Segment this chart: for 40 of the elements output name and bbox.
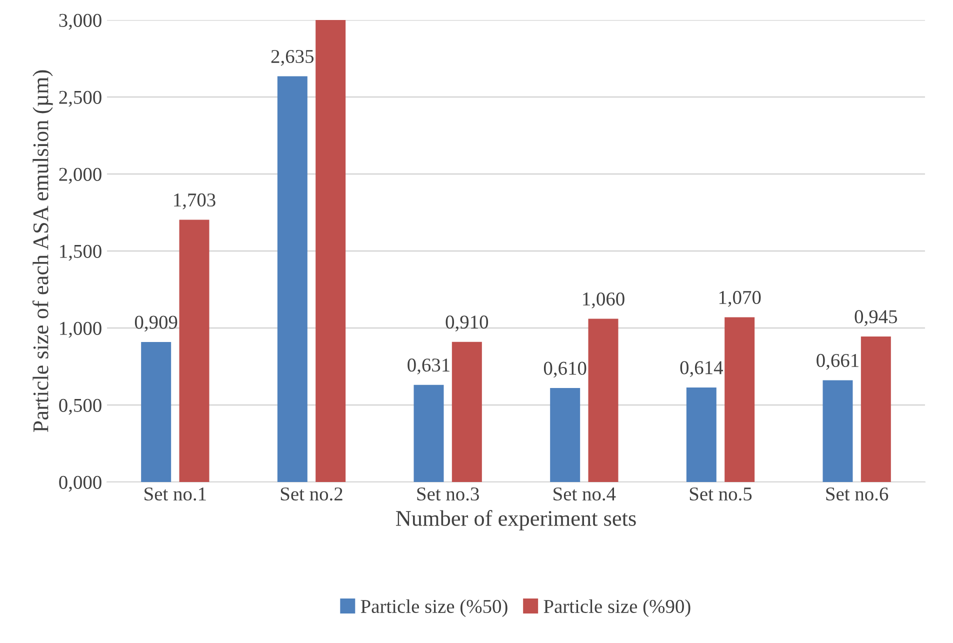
data-label: 0,614	[680, 361, 723, 378]
data-label: 1,070	[719, 290, 761, 307]
data-label: 0,631	[408, 358, 450, 374]
bar	[179, 220, 210, 482]
bar	[686, 387, 716, 482]
bar	[316, 20, 346, 482]
data-label: 1,703	[174, 193, 216, 210]
legend-label: Particle size (%90)	[544, 599, 690, 617]
data-label: 2,635	[271, 50, 314, 66]
y-tick-label: 1,500	[60, 244, 102, 261]
bar	[822, 380, 853, 482]
data-label: 0,610	[544, 362, 586, 378]
y-tick-label: 2,500	[59, 90, 102, 107]
bar	[550, 388, 580, 482]
y-tick-label: 0,500	[59, 398, 102, 415]
x-tick-label: Set no.1	[144, 487, 206, 501]
data-label: 0,910	[446, 316, 488, 332]
bar	[588, 318, 618, 482]
data-label: 0,945	[854, 310, 898, 326]
y-tick-label: 0,000	[59, 476, 102, 492]
x-axis-title: Number of experiment sets	[396, 510, 636, 530]
y-axis-title: Particle size of each ASA emulsion (µm)	[32, 70, 53, 432]
bar	[277, 76, 308, 482]
bar	[141, 342, 172, 482]
data-label: 0,909	[134, 316, 178, 332]
bar	[452, 342, 482, 482]
y-tick-label: 3,000	[59, 14, 102, 30]
x-tick-label: Set no.4	[554, 487, 616, 501]
bar	[860, 336, 891, 482]
y-tick-label: 1,000	[60, 322, 102, 338]
data-label: 1,060	[583, 292, 624, 308]
data-label: 0,661	[816, 354, 858, 370]
x-tick-label: Set no.3	[417, 487, 479, 501]
legend-label: Particle size (%50)	[360, 599, 508, 617]
y-tick-label: 2,000	[59, 168, 102, 184]
x-tick-label: Set no.2	[280, 487, 342, 501]
x-tick-label: Set no.5	[690, 487, 752, 501]
bar	[414, 384, 444, 482]
bar	[724, 317, 755, 482]
x-tick-label: Set no.6	[826, 487, 888, 501]
